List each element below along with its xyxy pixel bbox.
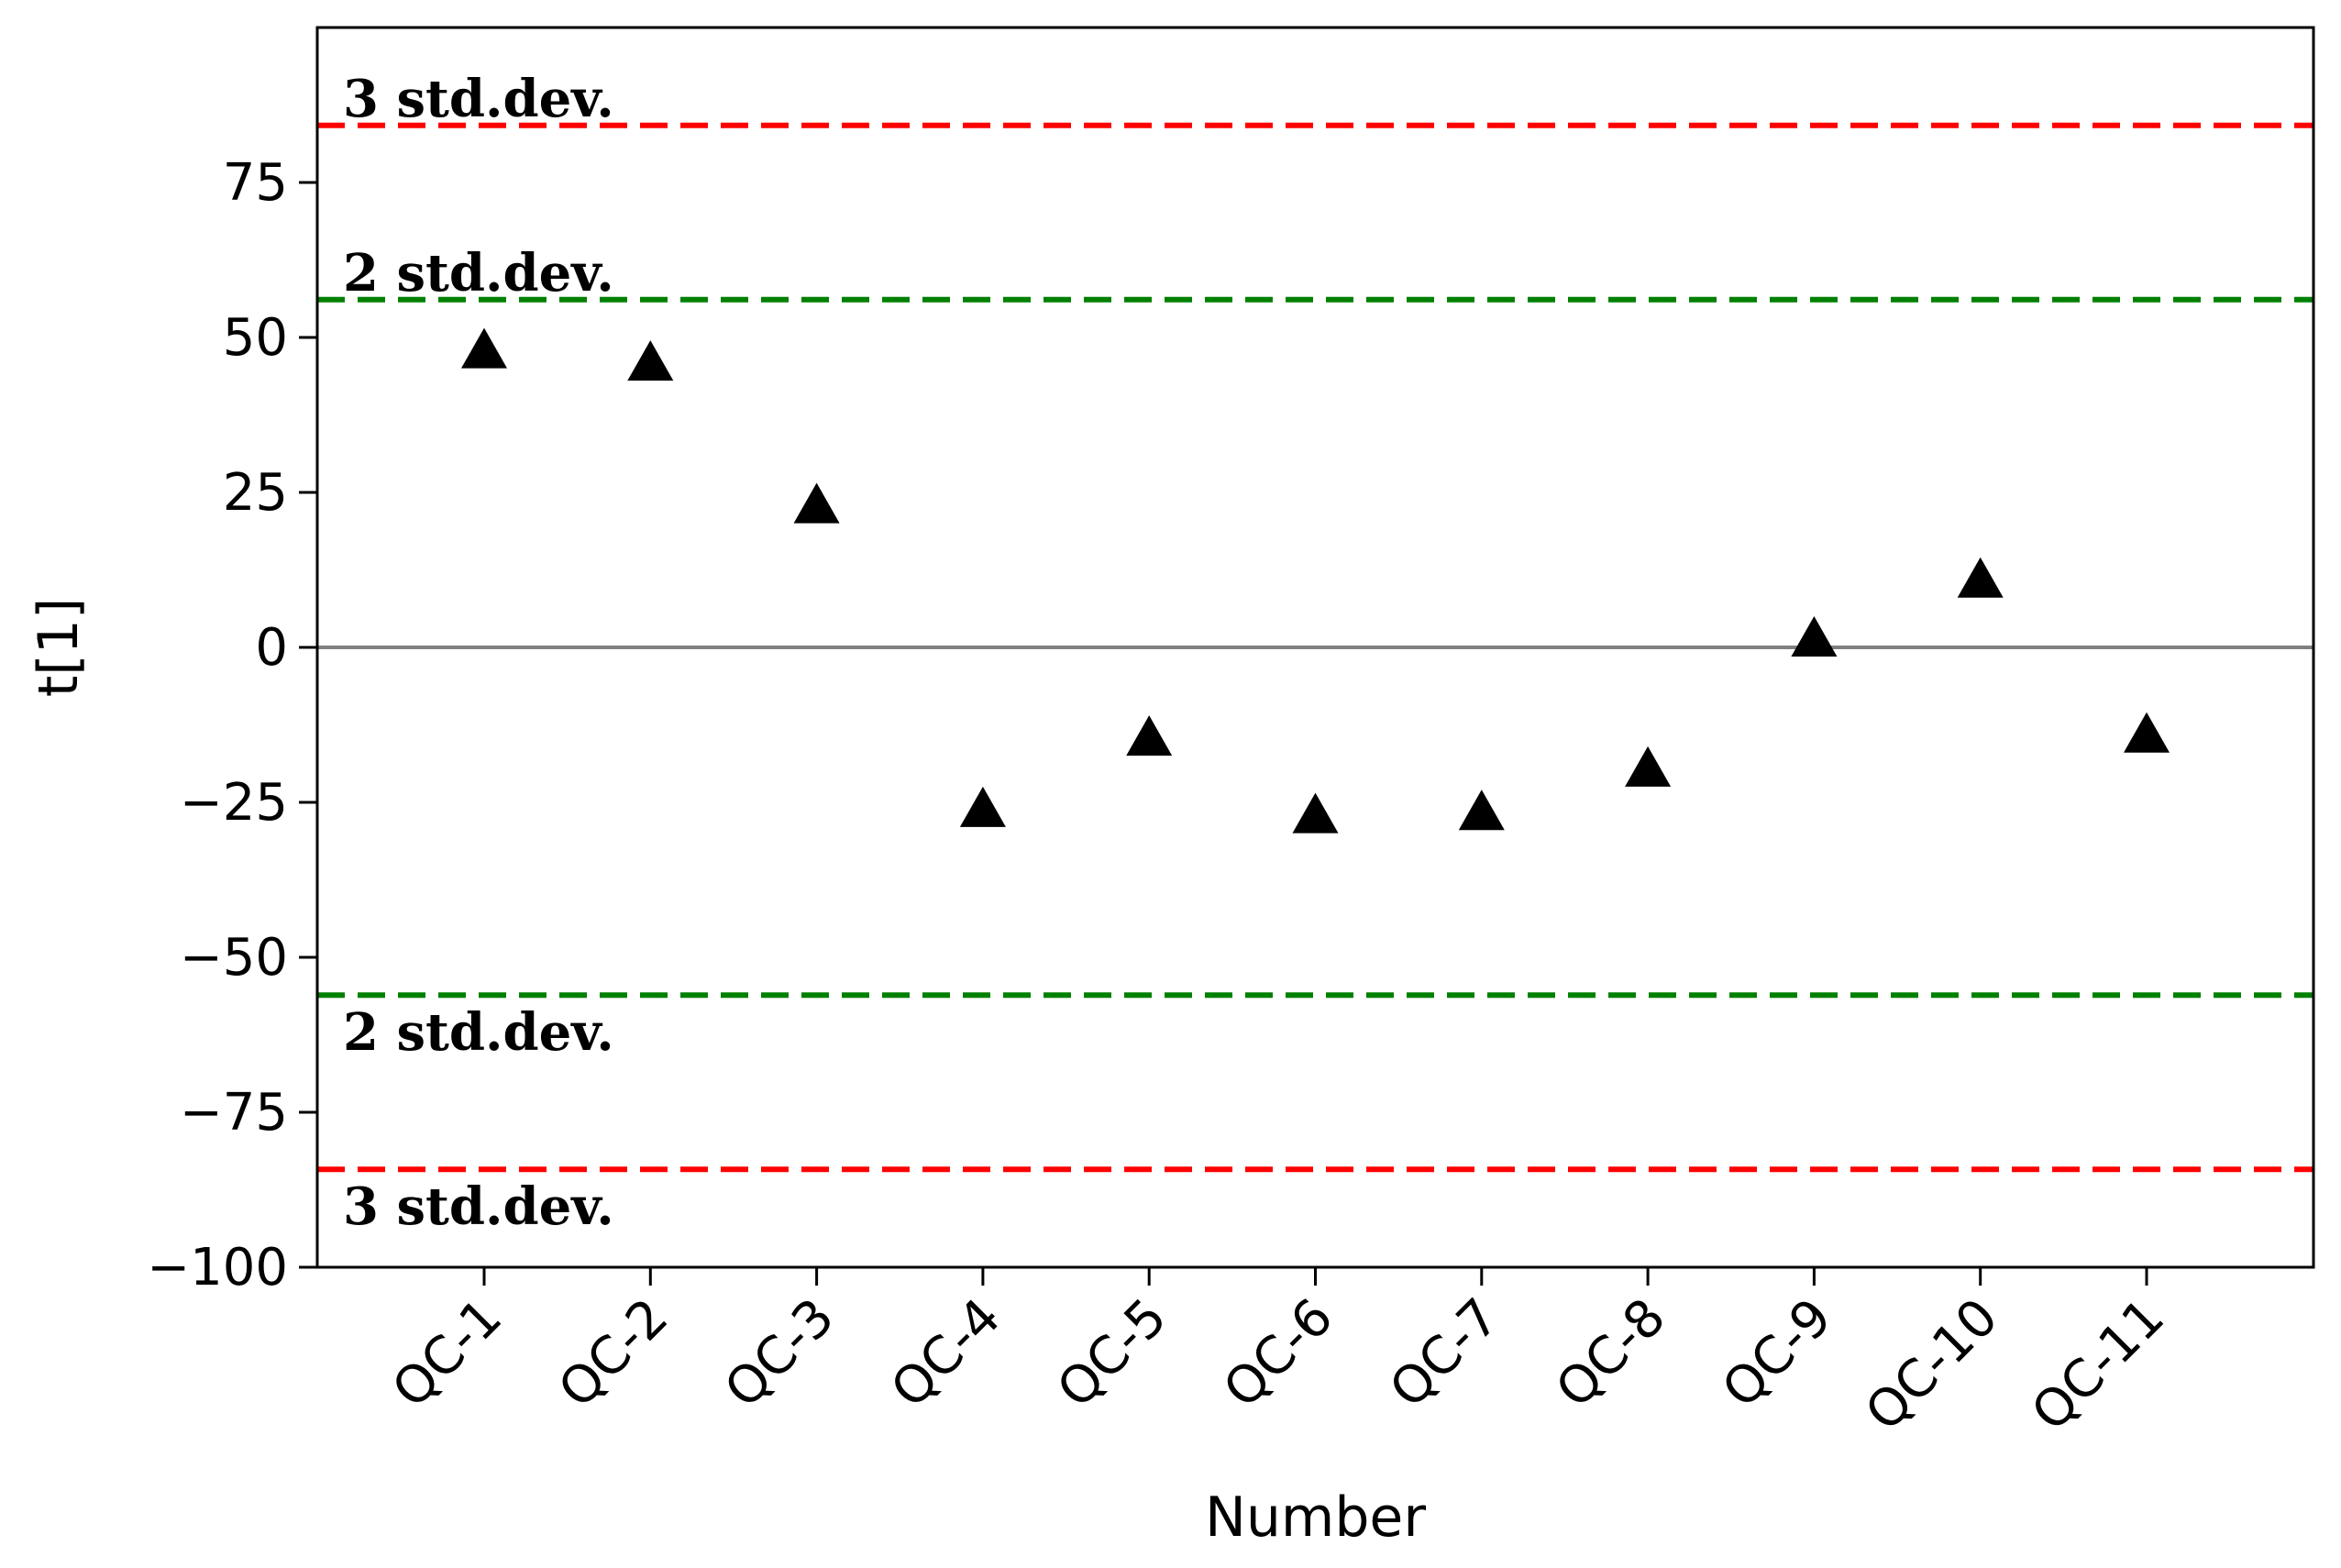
data-point-qc-6: [1292, 792, 1339, 834]
x-tick-label-6: QC-7: [1378, 1287, 1510, 1419]
y-tick-label-2: 25: [223, 463, 288, 523]
reference-labels: 3 std.dev. 2 std.dev. 2 std.dev. 3 std.dev.: [343, 69, 614, 1237]
y-tick-label-6: −75: [180, 1083, 288, 1143]
y-tick-label-0: 75: [223, 153, 288, 213]
x-tick-label-9: QC-10: [1854, 1287, 2009, 1442]
y-axis-title: t[1]: [27, 598, 91, 698]
x-axis-ticks: QC-1 QC-2 QC-3 QC-4 QC-5 QC-6 QC-7 QC-8 QC-9 QC-1…: [381, 1267, 2176, 1442]
reference-line-label-4: 3 std.dev.: [343, 1176, 614, 1237]
data-point-qc-1: [461, 327, 507, 369]
data-point-qc-10: [1957, 557, 2004, 598]
data-point-qc-8: [1625, 745, 1672, 787]
y-tick-label-3: 0: [255, 618, 288, 678]
plot-frame: [315, 26, 2315, 1269]
reference-lines: [317, 122, 2313, 1173]
x-tick-label-3: QC-4: [880, 1287, 1012, 1419]
x-tick-label-1: QC-2: [547, 1287, 679, 1419]
x-tick-label-10: QC-11: [2020, 1287, 2175, 1442]
y-tick-label-5: −50: [180, 928, 288, 988]
y-axis-ticks: 75 50 25 0 −25 −50 −75 −100: [147, 153, 317, 1297]
data-point-qc-5: [1126, 715, 1173, 756]
x-axis-title: Number: [1205, 1485, 1426, 1550]
x-tick-label-5: QC-6: [1212, 1287, 1344, 1419]
y-tick-label-7: −100: [147, 1238, 288, 1297]
data-point-qc-9: [1791, 615, 1838, 657]
x-tick-label-2: QC-3: [713, 1287, 845, 1419]
reference-line-label-1: 2 std.dev.: [343, 243, 614, 304]
x-tick-label-7: QC-8: [1545, 1287, 1677, 1419]
data-point-qc-3: [793, 482, 840, 524]
reference-line-label-3: 2 std.dev.: [343, 1002, 614, 1063]
data-point-qc-4: [959, 786, 1006, 827]
y-tick-label-1: 50: [223, 308, 288, 368]
data-point-qc-11: [2124, 712, 2170, 753]
data-point-qc-2: [627, 340, 674, 381]
x-tick-label-8: QC-9: [1711, 1287, 1843, 1419]
x-tick-label-4: QC-5: [1046, 1287, 1178, 1419]
y-tick-label-4: −25: [180, 773, 288, 833]
data-points: [461, 327, 2170, 834]
x-tick-label-0: QC-1: [381, 1287, 513, 1419]
reference-line-label-0: 3 std.dev.: [343, 69, 614, 129]
data-point-qc-7: [1458, 790, 1505, 831]
